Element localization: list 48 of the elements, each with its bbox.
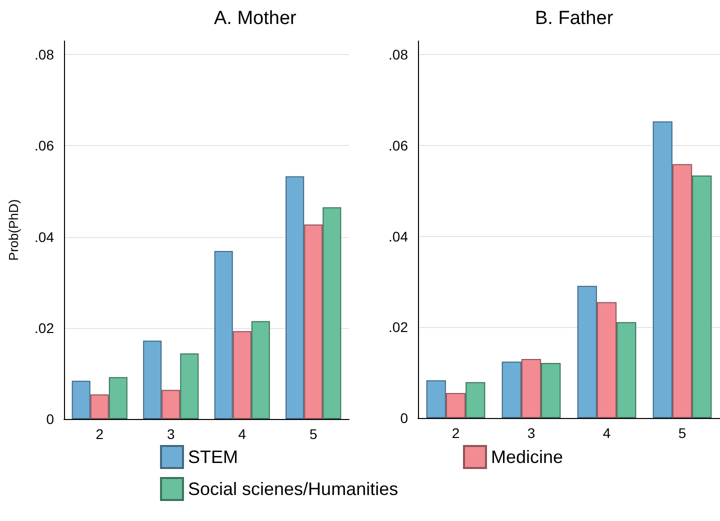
y-tick-label: .06 <box>388 137 408 154</box>
bar <box>652 121 672 418</box>
y-axis-title: Prob(PhD) <box>6 199 21 261</box>
y-tick-label: .04 <box>34 228 54 245</box>
bar <box>322 207 342 419</box>
x-tick-label: 4 <box>238 426 246 442</box>
y-tick-label: .04 <box>388 228 408 244</box>
bar <box>446 393 466 418</box>
bar <box>616 322 636 418</box>
y-tick-label: 0 <box>46 411 54 427</box>
bar <box>232 331 252 419</box>
bar <box>541 363 561 418</box>
x-tick-label: 2 <box>96 426 104 442</box>
bar <box>466 382 486 418</box>
bar <box>692 175 712 418</box>
bar <box>502 362 522 418</box>
chart-title: B. Father <box>535 8 614 29</box>
y-tick-label: 0 <box>400 410 408 426</box>
legend-label: STEM <box>188 447 238 467</box>
bar <box>521 358 542 418</box>
x-tick-label: 5 <box>678 425 686 441</box>
bar <box>286 176 304 419</box>
bar <box>180 353 199 419</box>
bar <box>108 377 128 419</box>
x-tick-label: 3 <box>527 425 536 441</box>
y-tick-label: .08 <box>388 46 408 63</box>
chart-title: A. Mother <box>214 8 298 29</box>
y-tick-label: .08 <box>34 46 54 63</box>
y-tick-label: .02 <box>34 320 54 336</box>
bar <box>251 321 270 419</box>
y-tick-label: .06 <box>34 138 54 154</box>
bar <box>90 394 109 419</box>
bar <box>672 164 692 418</box>
bar <box>143 340 162 419</box>
y-tick-label: .02 <box>388 319 408 336</box>
legend-label: Medicine <box>491 447 564 467</box>
bar <box>214 250 233 419</box>
x-tick-label: 3 <box>166 426 175 442</box>
x-tick-label: 5 <box>309 426 318 442</box>
x-tick-label: 2 <box>452 425 460 441</box>
bar <box>596 302 617 418</box>
bar <box>304 224 323 419</box>
bar <box>426 380 446 418</box>
x-tick-label: 4 <box>602 425 611 441</box>
bar <box>162 390 180 419</box>
bar <box>577 286 597 418</box>
bar <box>72 380 90 419</box>
legend-label: Social scienes/Humanities <box>188 479 398 499</box>
